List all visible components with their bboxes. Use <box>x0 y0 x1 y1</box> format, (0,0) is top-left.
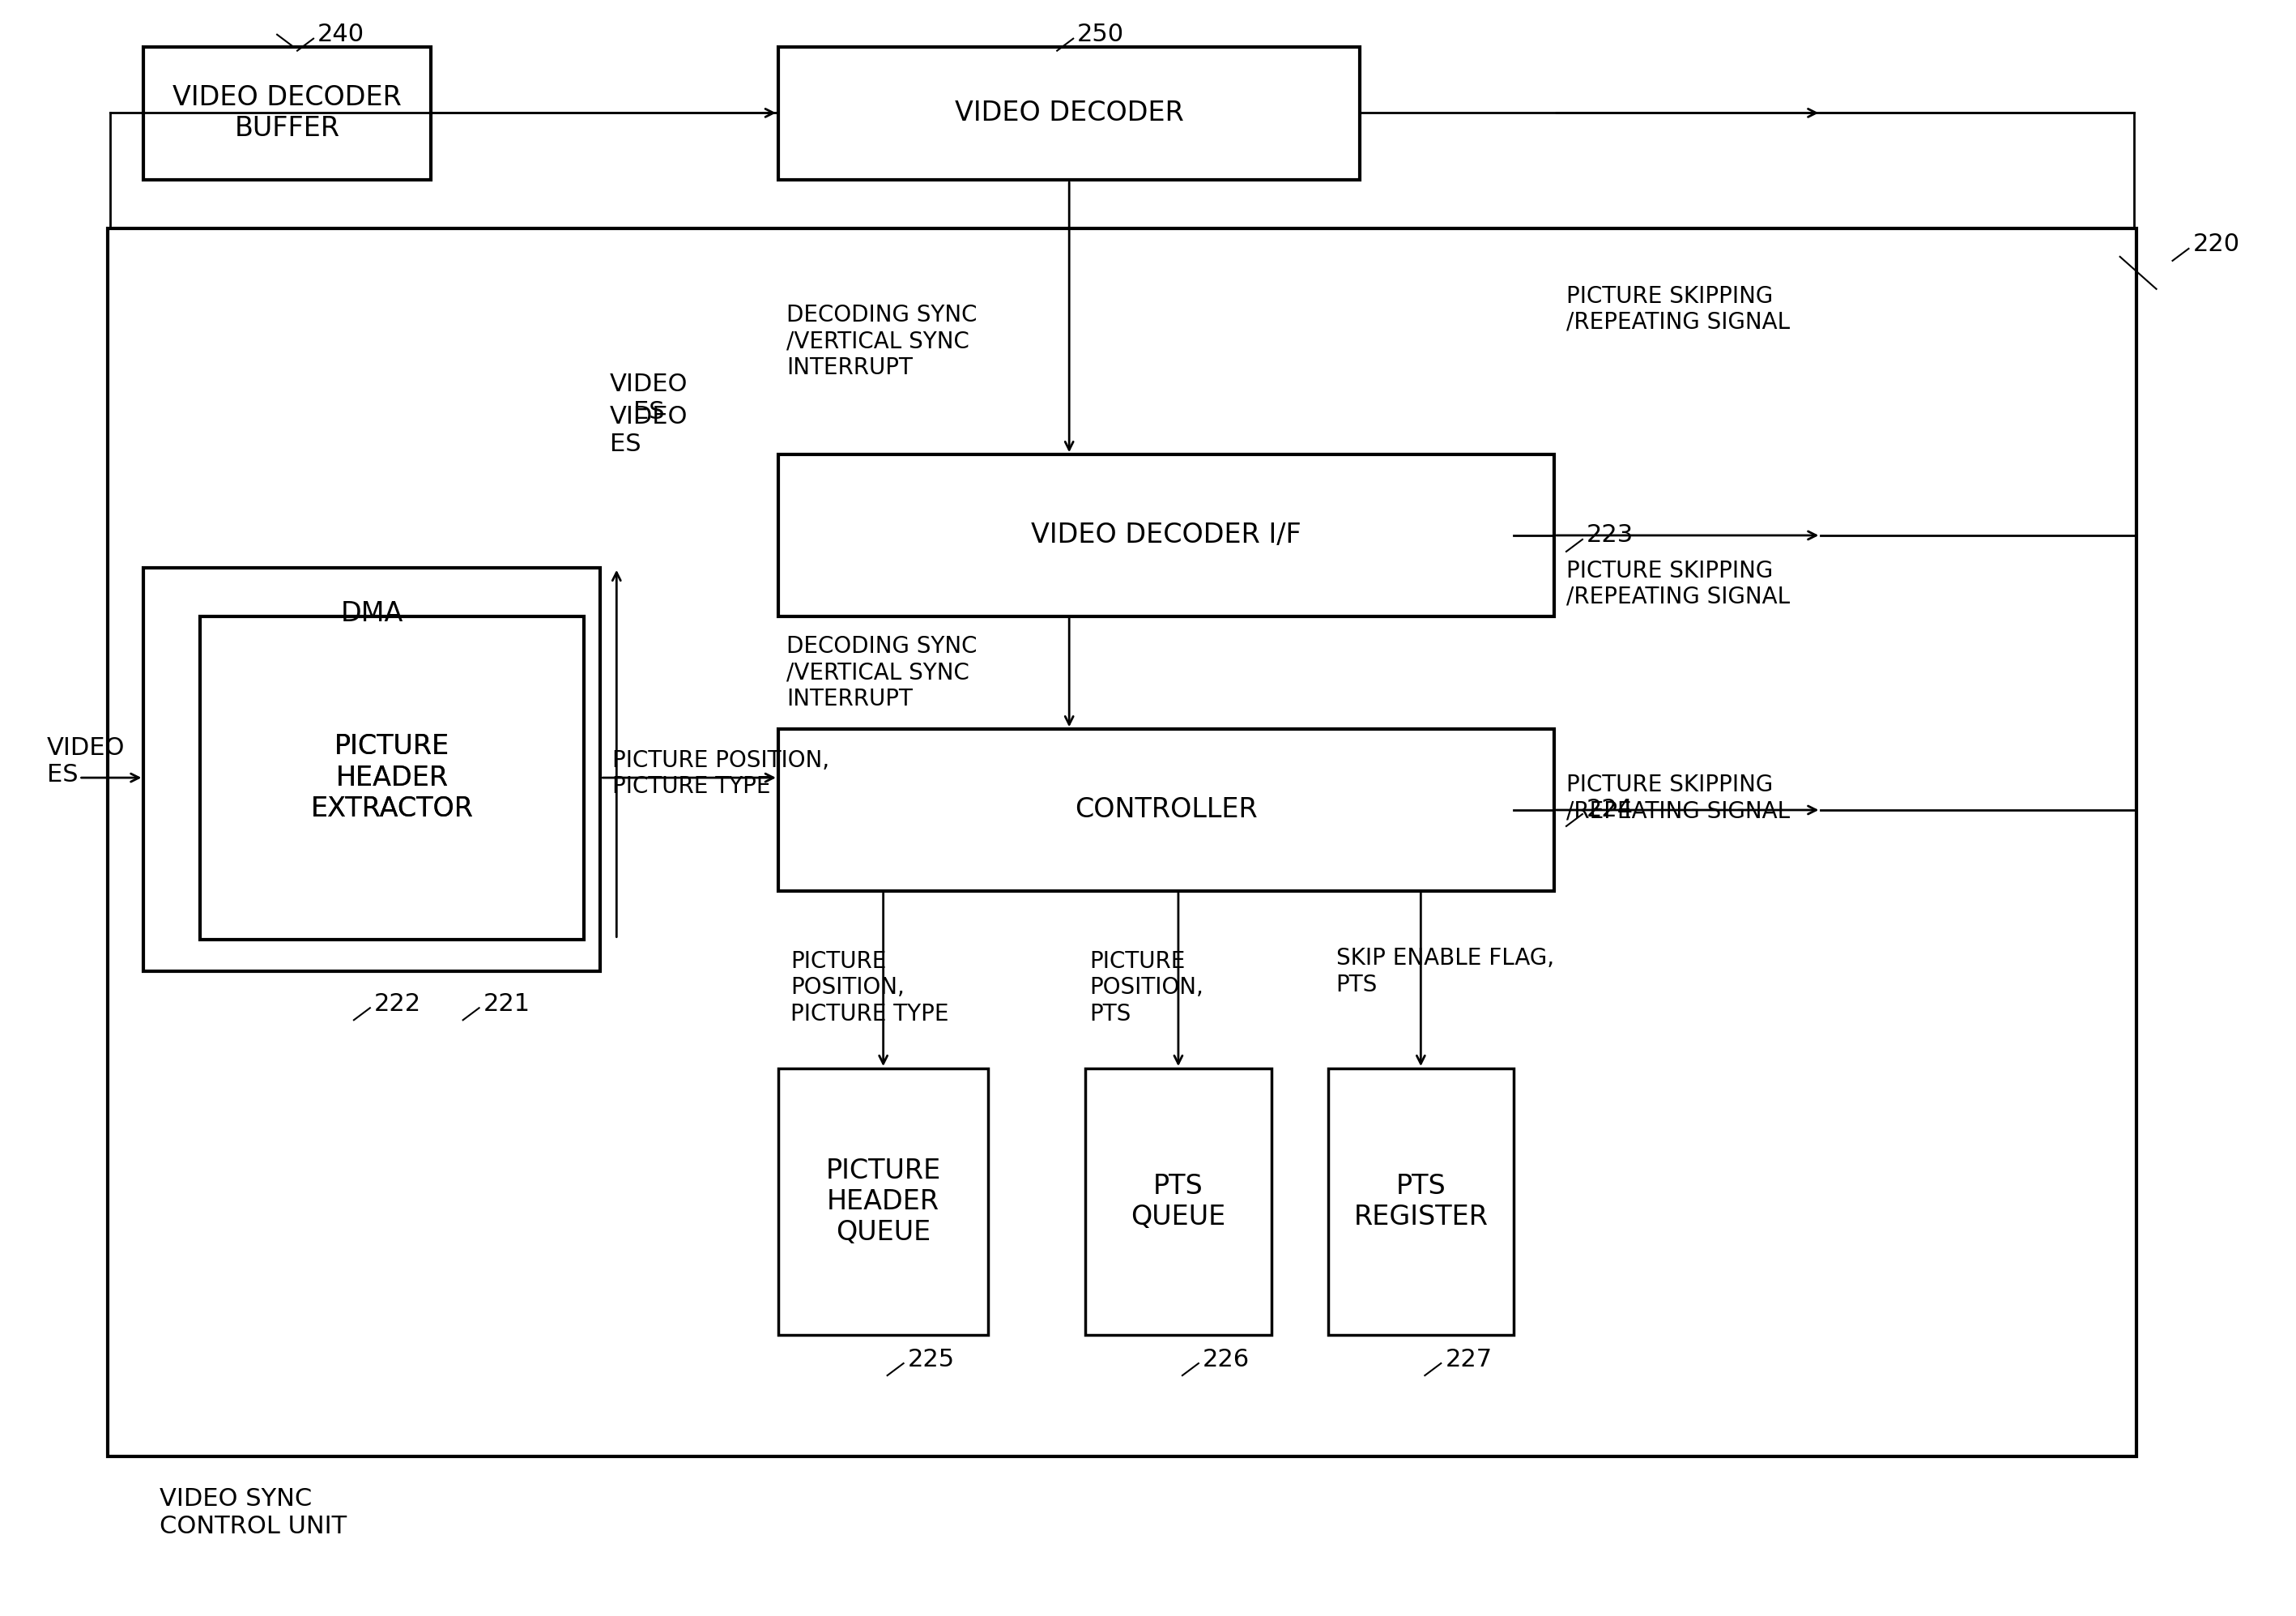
Text: VIDEO
ES: VIDEO ES <box>46 737 124 787</box>
Text: PICTURE
POSITION,
PTS: PICTURE POSITION, PTS <box>1088 950 1203 1025</box>
Bar <box>778 1068 987 1335</box>
Text: 250: 250 <box>1077 23 1125 47</box>
Text: VIDEO SYNC
CONTROL UNIT: VIDEO SYNC CONTROL UNIT <box>161 1487 347 1538</box>
Bar <box>1086 1068 1272 1335</box>
Text: VIDEO
ES: VIDEO ES <box>611 373 689 423</box>
Text: PICTURE
POSITION,
PICTURE TYPE: PICTURE POSITION, PICTURE TYPE <box>790 950 948 1025</box>
Bar <box>200 616 583 939</box>
Text: DMA: DMA <box>340 600 404 627</box>
Text: 227: 227 <box>1444 1348 1492 1370</box>
Text: PTS
REGISTER: PTS REGISTER <box>1355 1173 1488 1231</box>
Text: 224: 224 <box>1587 798 1632 823</box>
Text: 225: 225 <box>907 1348 955 1370</box>
Text: PICTURE SKIPPING
/REPEATING SIGNAL: PICTURE SKIPPING /REPEATING SIGNAL <box>1566 559 1791 608</box>
Text: VIDEO DECODER I/F: VIDEO DECODER I/F <box>1031 522 1302 549</box>
Text: 221: 221 <box>482 992 530 1015</box>
Bar <box>1327 1068 1513 1335</box>
Text: PICTURE SKIPPING
/REPEATING SIGNAL: PICTURE SKIPPING /REPEATING SIGNAL <box>1566 774 1791 823</box>
Text: DECODING SYNC
/VERTICAL SYNC
INTERRUPT: DECODING SYNC /VERTICAL SYNC INTERRUPT <box>785 304 978 380</box>
Bar <box>778 729 1554 890</box>
Bar <box>778 454 1554 616</box>
Text: PICTURE SKIPPING
/REPEATING SIGNAL: PICTURE SKIPPING /REPEATING SIGNAL <box>1566 284 1791 333</box>
Text: PICTURE
HEADER
QUEUE: PICTURE HEADER QUEUE <box>827 1157 941 1246</box>
Text: VIDEO DECODER: VIDEO DECODER <box>955 100 1185 126</box>
Text: VIDEO DECODER
BUFFER: VIDEO DECODER BUFFER <box>172 84 402 142</box>
Text: PICTURE
HEADER
EXTRACTOR: PICTURE HEADER EXTRACTOR <box>310 734 473 823</box>
Text: 226: 226 <box>1203 1348 1249 1370</box>
Bar <box>778 47 1359 179</box>
Text: 223: 223 <box>1587 524 1635 548</box>
Text: 222: 222 <box>374 992 420 1015</box>
Text: DECODING SYNC
/VERTICAL SYNC
INTERRUPT: DECODING SYNC /VERTICAL SYNC INTERRUPT <box>785 635 978 711</box>
Text: VIDEO
ES: VIDEO ES <box>611 406 689 456</box>
Bar <box>145 47 432 179</box>
Text: 220: 220 <box>2193 233 2241 257</box>
Text: SKIP ENABLE FLAG,
PTS: SKIP ENABLE FLAG, PTS <box>1336 947 1554 995</box>
Text: PTS
QUEUE: PTS QUEUE <box>1132 1173 1226 1231</box>
Text: PICTURE POSITION,
PICTURE TYPE: PICTURE POSITION, PICTURE TYPE <box>613 750 829 798</box>
Bar <box>108 228 2135 1456</box>
Text: 240: 240 <box>317 23 365 47</box>
Bar <box>145 567 599 971</box>
Text: PICTURE
HEADER
EXTRACTOR: PICTURE HEADER EXTRACTOR <box>310 734 473 823</box>
Text: CONTROLLER: CONTROLLER <box>1075 797 1258 824</box>
